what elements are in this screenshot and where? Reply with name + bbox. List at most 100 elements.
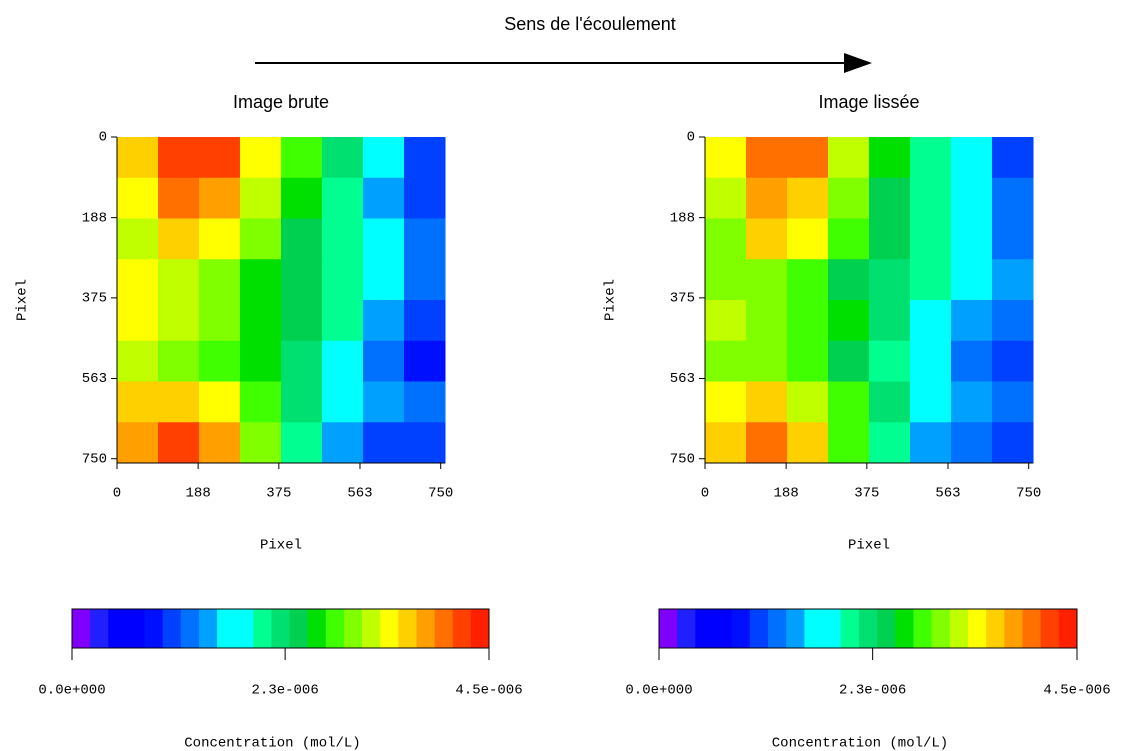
y-tick-label: 0 [99, 130, 107, 146]
heatmap-cell [869, 422, 911, 464]
colorbar-segment [768, 609, 787, 648]
heatmap-cell [705, 340, 747, 382]
colorbar-label: Concentration (mol/L) [772, 736, 948, 751]
x-tick-label: 375 [266, 486, 291, 502]
heatmap-cell [158, 300, 200, 342]
x-tick-label: 0 [701, 486, 709, 502]
colorbar-segment [307, 609, 327, 648]
colorbar-segment [380, 609, 399, 648]
colorbar-frame [71, 608, 490, 649]
heatmap-cell [404, 177, 446, 219]
colorbar-segment [840, 609, 860, 648]
plot-title: Image lissée [818, 92, 919, 112]
heatmap-cell [992, 300, 1034, 342]
y-tick-label: 750 [82, 451, 107, 467]
heatmap-cell [787, 259, 829, 301]
y-tick-label: 375 [670, 291, 695, 307]
heatmap-cell [117, 381, 159, 423]
colorbar-segment [858, 609, 878, 648]
heatmap-cell [828, 381, 870, 423]
heatmap-cell [992, 422, 1034, 464]
y-tick-label: 750 [670, 451, 695, 467]
heatmap-cell [363, 137, 405, 179]
colorbar-label: Concentration (mol/L) [184, 736, 360, 751]
heatmap-cell [199, 259, 241, 301]
heatmap-cell [828, 300, 870, 342]
heatmap-cell [910, 422, 952, 464]
heatmap-cell [363, 300, 405, 342]
colorbar-tick-label: 2.3e-006 [839, 683, 906, 699]
heatmap-cell [992, 259, 1034, 301]
heatmap-cell [281, 300, 323, 342]
heatmap-cell [363, 422, 405, 464]
heatmap-cell [117, 218, 159, 260]
colorbar-tick-label: 0.0e+000 [38, 683, 105, 699]
heatmap-cell [910, 381, 952, 423]
heatmap-cell [951, 340, 993, 382]
heatmap-cell [240, 340, 282, 382]
colorbar-segment [108, 609, 127, 648]
heatmap-cell [363, 218, 405, 260]
heatmap-cell [705, 381, 747, 423]
x-tick-label: 188 [774, 486, 799, 502]
colorbar-segment [677, 609, 696, 648]
heatmap-cell [158, 218, 200, 260]
colorbar-segment [162, 609, 182, 648]
plot-title: Image brute [233, 92, 329, 112]
colorbar-segment [695, 609, 715, 648]
colorbar-segment [325, 609, 345, 648]
x-tick-label: 563 [935, 486, 960, 502]
heatmap-cell [787, 218, 829, 260]
colorbar-tick-label: 0.0e+000 [625, 683, 692, 699]
y-tick-label: 188 [82, 210, 107, 226]
heatmap-cell [322, 259, 364, 301]
colorbar-segment [253, 609, 272, 648]
heatmap-cell [705, 259, 747, 301]
heatmap-cell [746, 259, 788, 301]
heatmap-cell [363, 340, 405, 382]
heatmap-cell [199, 300, 241, 342]
heatmap-cell [240, 259, 282, 301]
heatmap-cell [158, 137, 200, 179]
colorbar-segment [913, 609, 933, 648]
heatmap-cell [787, 177, 829, 219]
heatmap-cell [240, 137, 282, 179]
y-tick-label: 375 [82, 291, 107, 307]
heatmap-cell [240, 177, 282, 219]
colorbar-segment [198, 609, 218, 648]
colorbar-tick-label: 2.3e-006 [252, 683, 319, 699]
heatmap-cell [322, 177, 364, 219]
heatmap-cell [828, 137, 870, 179]
heatmap-cell [281, 259, 323, 301]
colorbar-segment [986, 609, 1005, 648]
heatmap-cell [951, 422, 993, 464]
colorbar-segment [804, 609, 824, 648]
heatmap-cell [322, 340, 364, 382]
heatmap-cell [705, 300, 747, 342]
heatmap-cell [746, 218, 788, 260]
heatmap-cell [322, 381, 364, 423]
heatmap-cell [199, 177, 241, 219]
heatmap-cell [910, 300, 952, 342]
x-tick-label: 750 [428, 486, 453, 502]
heatmap-cell [705, 137, 747, 179]
y-axis-label: Pixel [603, 279, 619, 321]
colorbar-segment [731, 609, 751, 648]
heatmap-cell [240, 300, 282, 342]
heatmap-cell [951, 177, 993, 219]
colorbar-segment [659, 609, 678, 648]
heatmap-cell [281, 381, 323, 423]
heatmap-cell [240, 381, 282, 423]
heatmap-cell [910, 259, 952, 301]
heatmap-cell [828, 422, 870, 464]
colorbar-segment [931, 609, 951, 648]
colorbar-segment [90, 609, 109, 648]
heatmap-cell [951, 381, 993, 423]
colorbar-segment [452, 609, 472, 648]
heatmap-cell [992, 340, 1034, 382]
heatmap-cell [869, 177, 911, 219]
heatmap-cell [240, 422, 282, 464]
heatmap-cell [992, 381, 1034, 423]
heatmap-cell [910, 177, 952, 219]
